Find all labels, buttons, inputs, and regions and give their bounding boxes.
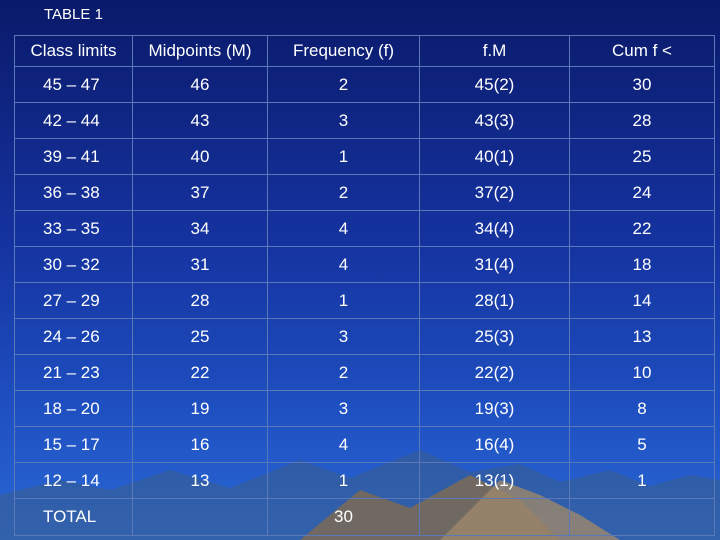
fm-cell: 37(2): [419, 174, 570, 211]
frequency-cell: 3: [267, 390, 420, 427]
fm-cell: 19(3): [419, 390, 570, 427]
frequency-cell: 1: [267, 462, 420, 499]
cum-f-cell: 14: [569, 282, 715, 319]
total-empty-cell: [569, 498, 715, 536]
fm-cell: 13(1): [419, 462, 570, 499]
header-midpoints: Midpoints (M): [132, 35, 268, 67]
header-class-limits: Class limits: [14, 35, 133, 67]
table-row: 39 – 41 40 1 40(1) 25: [14, 138, 715, 175]
cum-f-cell: 24: [569, 174, 715, 211]
midpoint-cell: 46: [132, 66, 268, 103]
midpoint-cell: 40: [132, 138, 268, 175]
fm-cell: 22(2): [419, 354, 570, 391]
class-limits-cell: 18 – 20: [14, 390, 133, 427]
class-limits-cell: 39 – 41: [14, 138, 133, 175]
total-empty-cell: [132, 498, 268, 536]
cum-f-cell: 10: [569, 354, 715, 391]
table-row: 15 – 17 16 4 16(4) 5: [14, 426, 715, 463]
class-limits-cell: 33 – 35: [14, 210, 133, 247]
total-label: TOTAL: [14, 498, 133, 536]
class-limits-cell: 15 – 17: [14, 426, 133, 463]
table-row: 12 – 14 13 1 13(1) 1: [14, 462, 715, 499]
frequency-cell: 1: [267, 138, 420, 175]
class-limits-cell: 24 – 26: [14, 318, 133, 355]
frequency-cell: 3: [267, 102, 420, 139]
fm-cell: 40(1): [419, 138, 570, 175]
cum-f-cell: 22: [569, 210, 715, 247]
midpoint-cell: 28: [132, 282, 268, 319]
header-cum-f: Cum f <: [569, 35, 715, 67]
total-frequency: 30: [267, 498, 420, 536]
table-row: 30 – 32 31 4 31(4) 18: [14, 246, 715, 283]
frequency-table: Class limits Midpoints (M) Frequency (f)…: [14, 35, 715, 536]
fm-cell: 45(2): [419, 66, 570, 103]
header-frequency: Frequency (f): [267, 35, 420, 67]
class-limits-cell: 21 – 23: [14, 354, 133, 391]
midpoint-cell: 31: [132, 246, 268, 283]
table-row: 45 – 47 46 2 45(2) 30: [14, 66, 715, 103]
table-row: 33 – 35 34 4 34(4) 22: [14, 210, 715, 247]
table-header-row: Class limits Midpoints (M) Frequency (f)…: [14, 35, 715, 67]
fm-cell: 28(1): [419, 282, 570, 319]
fm-cell: 34(4): [419, 210, 570, 247]
frequency-cell: 4: [267, 210, 420, 247]
frequency-cell: 2: [267, 66, 420, 103]
cum-f-cell: 28: [569, 102, 715, 139]
fm-cell: 25(3): [419, 318, 570, 355]
frequency-cell: 2: [267, 354, 420, 391]
table-row: 21 – 23 22 2 22(2) 10: [14, 354, 715, 391]
table-row: 18 – 20 19 3 19(3) 8: [14, 390, 715, 427]
total-row: TOTAL 30: [14, 498, 715, 536]
header-fm: f.M: [419, 35, 570, 67]
midpoint-cell: 34: [132, 210, 268, 247]
cum-f-cell: 8: [569, 390, 715, 427]
midpoint-cell: 13: [132, 462, 268, 499]
frequency-cell: 3: [267, 318, 420, 355]
midpoint-cell: 37: [132, 174, 268, 211]
midpoint-cell: 22: [132, 354, 268, 391]
fm-cell: 16(4): [419, 426, 570, 463]
class-limits-cell: 45 – 47: [14, 66, 133, 103]
frequency-cell: 4: [267, 246, 420, 283]
fm-cell: 43(3): [419, 102, 570, 139]
midpoint-cell: 16: [132, 426, 268, 463]
table-title: TABLE 1: [44, 6, 103, 23]
midpoint-cell: 19: [132, 390, 268, 427]
table-row: 27 – 29 28 1 28(1) 14: [14, 282, 715, 319]
cum-f-cell: 18: [569, 246, 715, 283]
cum-f-cell: 1: [569, 462, 715, 499]
frequency-cell: 1: [267, 282, 420, 319]
cum-f-cell: 25: [569, 138, 715, 175]
cum-f-cell: 5: [569, 426, 715, 463]
table-row: 36 – 38 37 2 37(2) 24: [14, 174, 715, 211]
class-limits-cell: 12 – 14: [14, 462, 133, 499]
table-row: 42 – 44 43 3 43(3) 28: [14, 102, 715, 139]
class-limits-cell: 30 – 32: [14, 246, 133, 283]
class-limits-cell: 42 – 44: [14, 102, 133, 139]
class-limits-cell: 27 – 29: [14, 282, 133, 319]
cum-f-cell: 13: [569, 318, 715, 355]
midpoint-cell: 25: [132, 318, 268, 355]
frequency-cell: 4: [267, 426, 420, 463]
fm-cell: 31(4): [419, 246, 570, 283]
frequency-cell: 2: [267, 174, 420, 211]
cum-f-cell: 30: [569, 66, 715, 103]
midpoint-cell: 43: [132, 102, 268, 139]
total-empty-cell: [419, 498, 570, 536]
class-limits-cell: 36 – 38: [14, 174, 133, 211]
table-row: 24 – 26 25 3 25(3) 13: [14, 318, 715, 355]
